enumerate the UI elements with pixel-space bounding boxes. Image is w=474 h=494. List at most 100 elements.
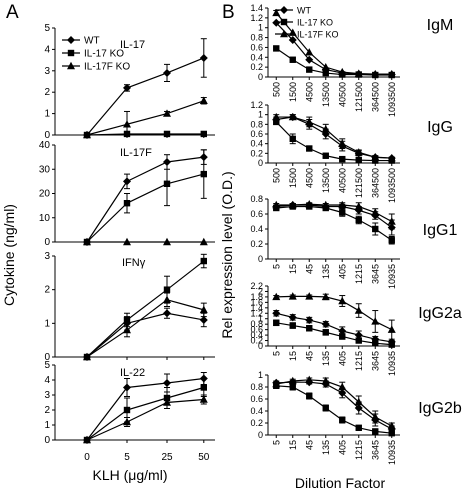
data-point [306, 66, 313, 73]
data-point [200, 170, 207, 178]
series-square [83, 253, 207, 361]
y-tick-label: 0.2 [250, 418, 263, 428]
series-triangle [272, 200, 396, 230]
data-point [163, 286, 171, 293]
legend-entry: IL-17 KO [62, 49, 124, 60]
series-triangle [83, 394, 208, 444]
data-point [322, 329, 329, 336]
data-point [371, 412, 380, 421]
y-tick-label: 2 [44, 285, 50, 296]
x-tick-label: 1093500 [387, 168, 397, 203]
series-square [273, 203, 395, 245]
data-point [305, 48, 314, 56]
x-tick-label: 135 [321, 440, 331, 455]
x-tick-label: 15 [288, 264, 298, 274]
series-square [83, 130, 207, 139]
y-tick-label: 0.8 [250, 194, 263, 204]
series-triangle [272, 375, 396, 430]
data-point [322, 69, 329, 77]
data-point [163, 130, 171, 138]
x-tick-label: 3645 [370, 351, 380, 371]
data-point [163, 309, 171, 318]
legend-label: IL-17F KO [84, 62, 130, 73]
x-tick-label: 1500 [288, 168, 298, 188]
y-tick-label: 3 [44, 390, 50, 401]
legend-marker [67, 61, 75, 70]
x-tick-label: 13500 [321, 168, 331, 193]
legend-label: IL-17F KO [297, 30, 339, 40]
chart-panel-4: 00.20.40.60.811.21.4500 1500 4500 13500 4050… [250, 3, 453, 117]
y-tick-label: 5 [44, 23, 50, 34]
panel-title: IL-17F [120, 147, 152, 159]
data-point [83, 130, 91, 139]
data-point [371, 208, 380, 216]
data-point [289, 383, 296, 391]
data-point [387, 69, 396, 78]
y-tick-label: 0.8 [250, 319, 263, 329]
x-tick-label: 405 [337, 351, 347, 366]
y-tick-label: 0.4 [250, 224, 263, 234]
x-tick-label: 364500 [370, 82, 380, 112]
y-tick-label: 10 [39, 213, 51, 224]
x-tick-label: 45 [304, 351, 314, 361]
data-point [163, 180, 171, 187]
x-tick-label: 15 [288, 351, 298, 361]
data-point [199, 53, 208, 62]
y-tick-label: 1 [258, 314, 263, 324]
data-point [123, 406, 131, 414]
series-line [86, 173, 204, 243]
data-point [354, 202, 363, 210]
data-point [354, 69, 363, 77]
data-point [322, 152, 329, 159]
x-tick-label: 40500 [337, 168, 347, 193]
y-tick-label: 0.2 [250, 336, 263, 346]
legend-entry: WT [275, 6, 311, 16]
y-tick-label: 1.8 [250, 292, 263, 302]
series-line [86, 312, 204, 358]
series-line [86, 133, 204, 136]
series-line [86, 156, 204, 243]
y-tick-label: 0.4 [250, 330, 263, 340]
x-tick-label: 1215 [354, 264, 364, 284]
data-point [388, 430, 395, 437]
series-triangle [83, 292, 208, 361]
data-point [339, 209, 346, 216]
data-point [372, 225, 379, 233]
x-tick-label: 1500 [288, 82, 298, 102]
y-tick-label: 0.6 [250, 42, 263, 52]
legend-label: WT [84, 36, 100, 47]
x-tick-label: 3645 [370, 440, 380, 460]
series-line [86, 386, 204, 441]
data-point [354, 397, 363, 406]
data-point [321, 62, 330, 71]
panel-label-b: B [222, 2, 235, 23]
data-point [272, 309, 281, 318]
data-point [123, 383, 131, 392]
legend-entry: WT [62, 36, 100, 47]
panel-title: IgG2b [418, 400, 462, 417]
data-point [338, 389, 347, 397]
x-tick-label: 3645 [370, 264, 380, 284]
panel-title: IgG2a [418, 305, 462, 322]
legend-entry: IL-17F KO [275, 30, 339, 40]
y-tick-label: 20 [39, 189, 51, 200]
data-point [200, 384, 207, 391]
y-tick-label: 0 [44, 352, 50, 363]
x-tick-label: 121500 [354, 82, 364, 112]
data-point [273, 45, 280, 52]
data-point [306, 392, 313, 400]
data-point [371, 153, 380, 161]
x-tick-label: 1093500 [387, 82, 397, 117]
data-point [338, 139, 347, 147]
data-point [272, 8, 281, 17]
x-tick-label: 5 [124, 452, 130, 463]
y-tick-label: 0 [258, 430, 263, 440]
series-line [86, 100, 204, 136]
y-tick-label: 0.2 [250, 239, 263, 249]
data-point [388, 341, 395, 348]
panel-title: IgM [427, 17, 454, 34]
x-tick-label: 25 [161, 452, 173, 463]
x-tick-label: 500 [271, 82, 281, 97]
series-line [276, 295, 393, 331]
data-point [372, 340, 379, 347]
